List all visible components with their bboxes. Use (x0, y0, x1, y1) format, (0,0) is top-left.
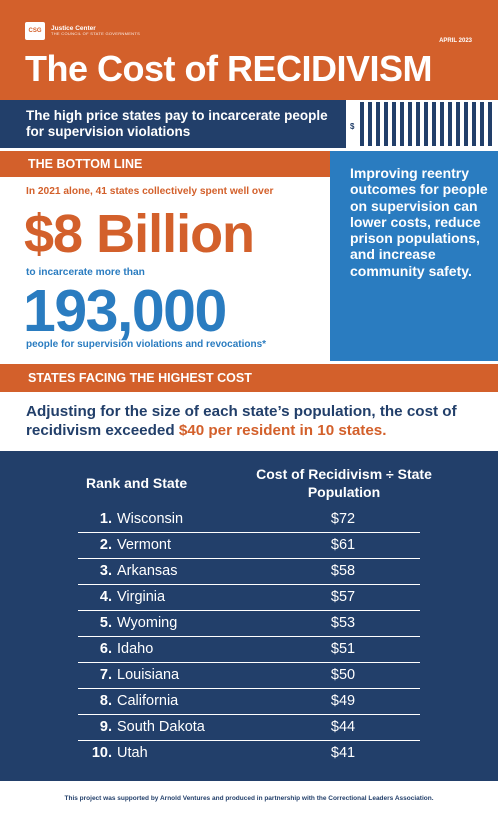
rank-number: 10. (91, 745, 112, 761)
page-title: The Cost of RECIDIVISM (25, 48, 433, 89)
bill-stripe (376, 102, 380, 146)
bill-stripe (416, 102, 420, 146)
stat-footnote: people for supervision violations and re… (26, 339, 267, 350)
callout-text: Improving reentry outcomes for people on… (350, 165, 488, 279)
logo-name: Justice Center (51, 25, 96, 33)
table-body: 1. Wisconsin $72 2. Vermont $61 3. Arkan… (78, 507, 420, 767)
cost-value: $72 (330, 511, 356, 527)
bill-stripe (368, 102, 372, 146)
table-row: 3. Arkansas $58 (78, 559, 420, 585)
bottom-line-stats: In 2021 alone, 41 states collectively sp… (0, 177, 330, 361)
states-section-label: STATES FACING THE HIGHEST COST (28, 371, 252, 385)
states-lead-text: Adjusting for the size of each state’s p… (26, 402, 486, 440)
bill-stripe (480, 102, 484, 146)
subtitle-band: The high price states pay to incarcerate… (0, 100, 346, 148)
stat-mid-text: to incarcerate more than (26, 267, 145, 278)
table-row: 4. Virginia $57 (78, 585, 420, 611)
state-name: Arkansas (117, 563, 178, 579)
footer-credit: This project was supported by Arnold Ven… (64, 795, 434, 802)
rank-number: 1. (99, 511, 112, 527)
stat-amount: $8 Billion (24, 204, 255, 264)
state-name: Virginia (117, 589, 166, 605)
bill-stripe (384, 102, 388, 146)
cost-value: $53 (330, 615, 356, 631)
rank-number: 9. (99, 719, 112, 735)
states-lead-highlight: $40 per resident in 10 states. (178, 422, 387, 439)
cost-value: $49 (330, 693, 356, 709)
bill-stripe (456, 102, 460, 146)
table-row: 8. California $49 (78, 689, 420, 715)
cost-value: $57 (330, 589, 356, 605)
rank-number: 8. (99, 693, 112, 709)
dollar-bills-illustration: $ (346, 100, 498, 148)
rank-number: 7. (99, 667, 112, 683)
state-name: California (117, 693, 179, 709)
rank-number: 2. (99, 537, 112, 553)
cost-value: $61 (330, 537, 356, 553)
bill-stripe (488, 102, 492, 146)
csg-logo[interactable]: CSG Justice Center THE COUNCIL OF STATE … (25, 22, 140, 40)
bill-stripe (392, 102, 396, 146)
cost-value: $51 (330, 641, 356, 657)
rank-number: 3. (99, 563, 112, 579)
publication-date: APRIL 2023 (439, 38, 472, 44)
table-row: 2. Vermont $61 (78, 533, 420, 559)
logo-subtitle: THE COUNCIL OF STATE GOVERNMENTS (51, 31, 141, 37)
cost-value: $50 (330, 667, 356, 683)
table-row: 7. Louisiana $50 (78, 663, 420, 689)
bottom-line-header: THE BOTTOM LINE (0, 151, 330, 177)
stat-intro: In 2021 alone, 41 states collectively sp… (26, 186, 274, 197)
state-name: Wyoming (117, 615, 178, 631)
table-row: 5. Wyoming $53 (78, 611, 420, 637)
rank-number: 6. (99, 641, 112, 657)
table-row: 1. Wisconsin $72 (78, 507, 420, 533)
state-name: Wisconsin (117, 511, 184, 527)
rank-number: 4. (99, 589, 112, 605)
state-name: South Dakota (117, 719, 205, 735)
bill-stripe (464, 102, 468, 146)
bill-stripe (408, 102, 412, 146)
state-name: Vermont (117, 537, 171, 553)
table-row: 9. South Dakota $44 (78, 715, 420, 741)
cost-value: $58 (330, 563, 356, 579)
csg-logo-icon: CSG (25, 22, 45, 40)
column-header-cost: Cost of Recidivism ÷ State Population (256, 466, 432, 500)
states-section-header: STATES FACING THE HIGHEST COST (0, 364, 498, 392)
dollar-sign-icon: $ (350, 122, 355, 131)
bill-stripe (360, 102, 364, 146)
callout-box: Improving reentry outcomes for people on… (330, 151, 498, 361)
bill-stripe (424, 102, 428, 146)
stat-count: 193,000 (23, 278, 227, 344)
state-name: Idaho (117, 641, 154, 657)
states-lead-main: Adjusting for the size of each state’s p… (26, 403, 457, 439)
header-banner: CSG Justice Center THE COUNCIL OF STATE … (0, 0, 498, 100)
state-name: Louisiana (117, 667, 180, 683)
bill-stripe (440, 102, 444, 146)
column-header-rank-state: Rank and State (86, 475, 188, 491)
logo-text: Justice Center THE COUNCIL OF STATE GOVE… (51, 25, 140, 37)
bill-stripe (432, 102, 436, 146)
state-name: Utah (117, 745, 148, 761)
page-subtitle: The high price states pay to incarcerate… (26, 108, 328, 139)
bill-stripe (472, 102, 476, 146)
bill-stripe (400, 102, 404, 146)
ranking-table: Rank and State Cost of Recidivism ÷ Stat… (0, 451, 498, 781)
table-row: 6. Idaho $51 (78, 637, 420, 663)
rank-number: 5. (99, 615, 112, 631)
bill-stripe (448, 102, 452, 146)
cost-value: $41 (330, 745, 356, 761)
cost-value: $44 (330, 719, 356, 735)
bottom-line-label: THE BOTTOM LINE (28, 157, 143, 171)
table-row: 10. Utah $41 (78, 741, 420, 767)
